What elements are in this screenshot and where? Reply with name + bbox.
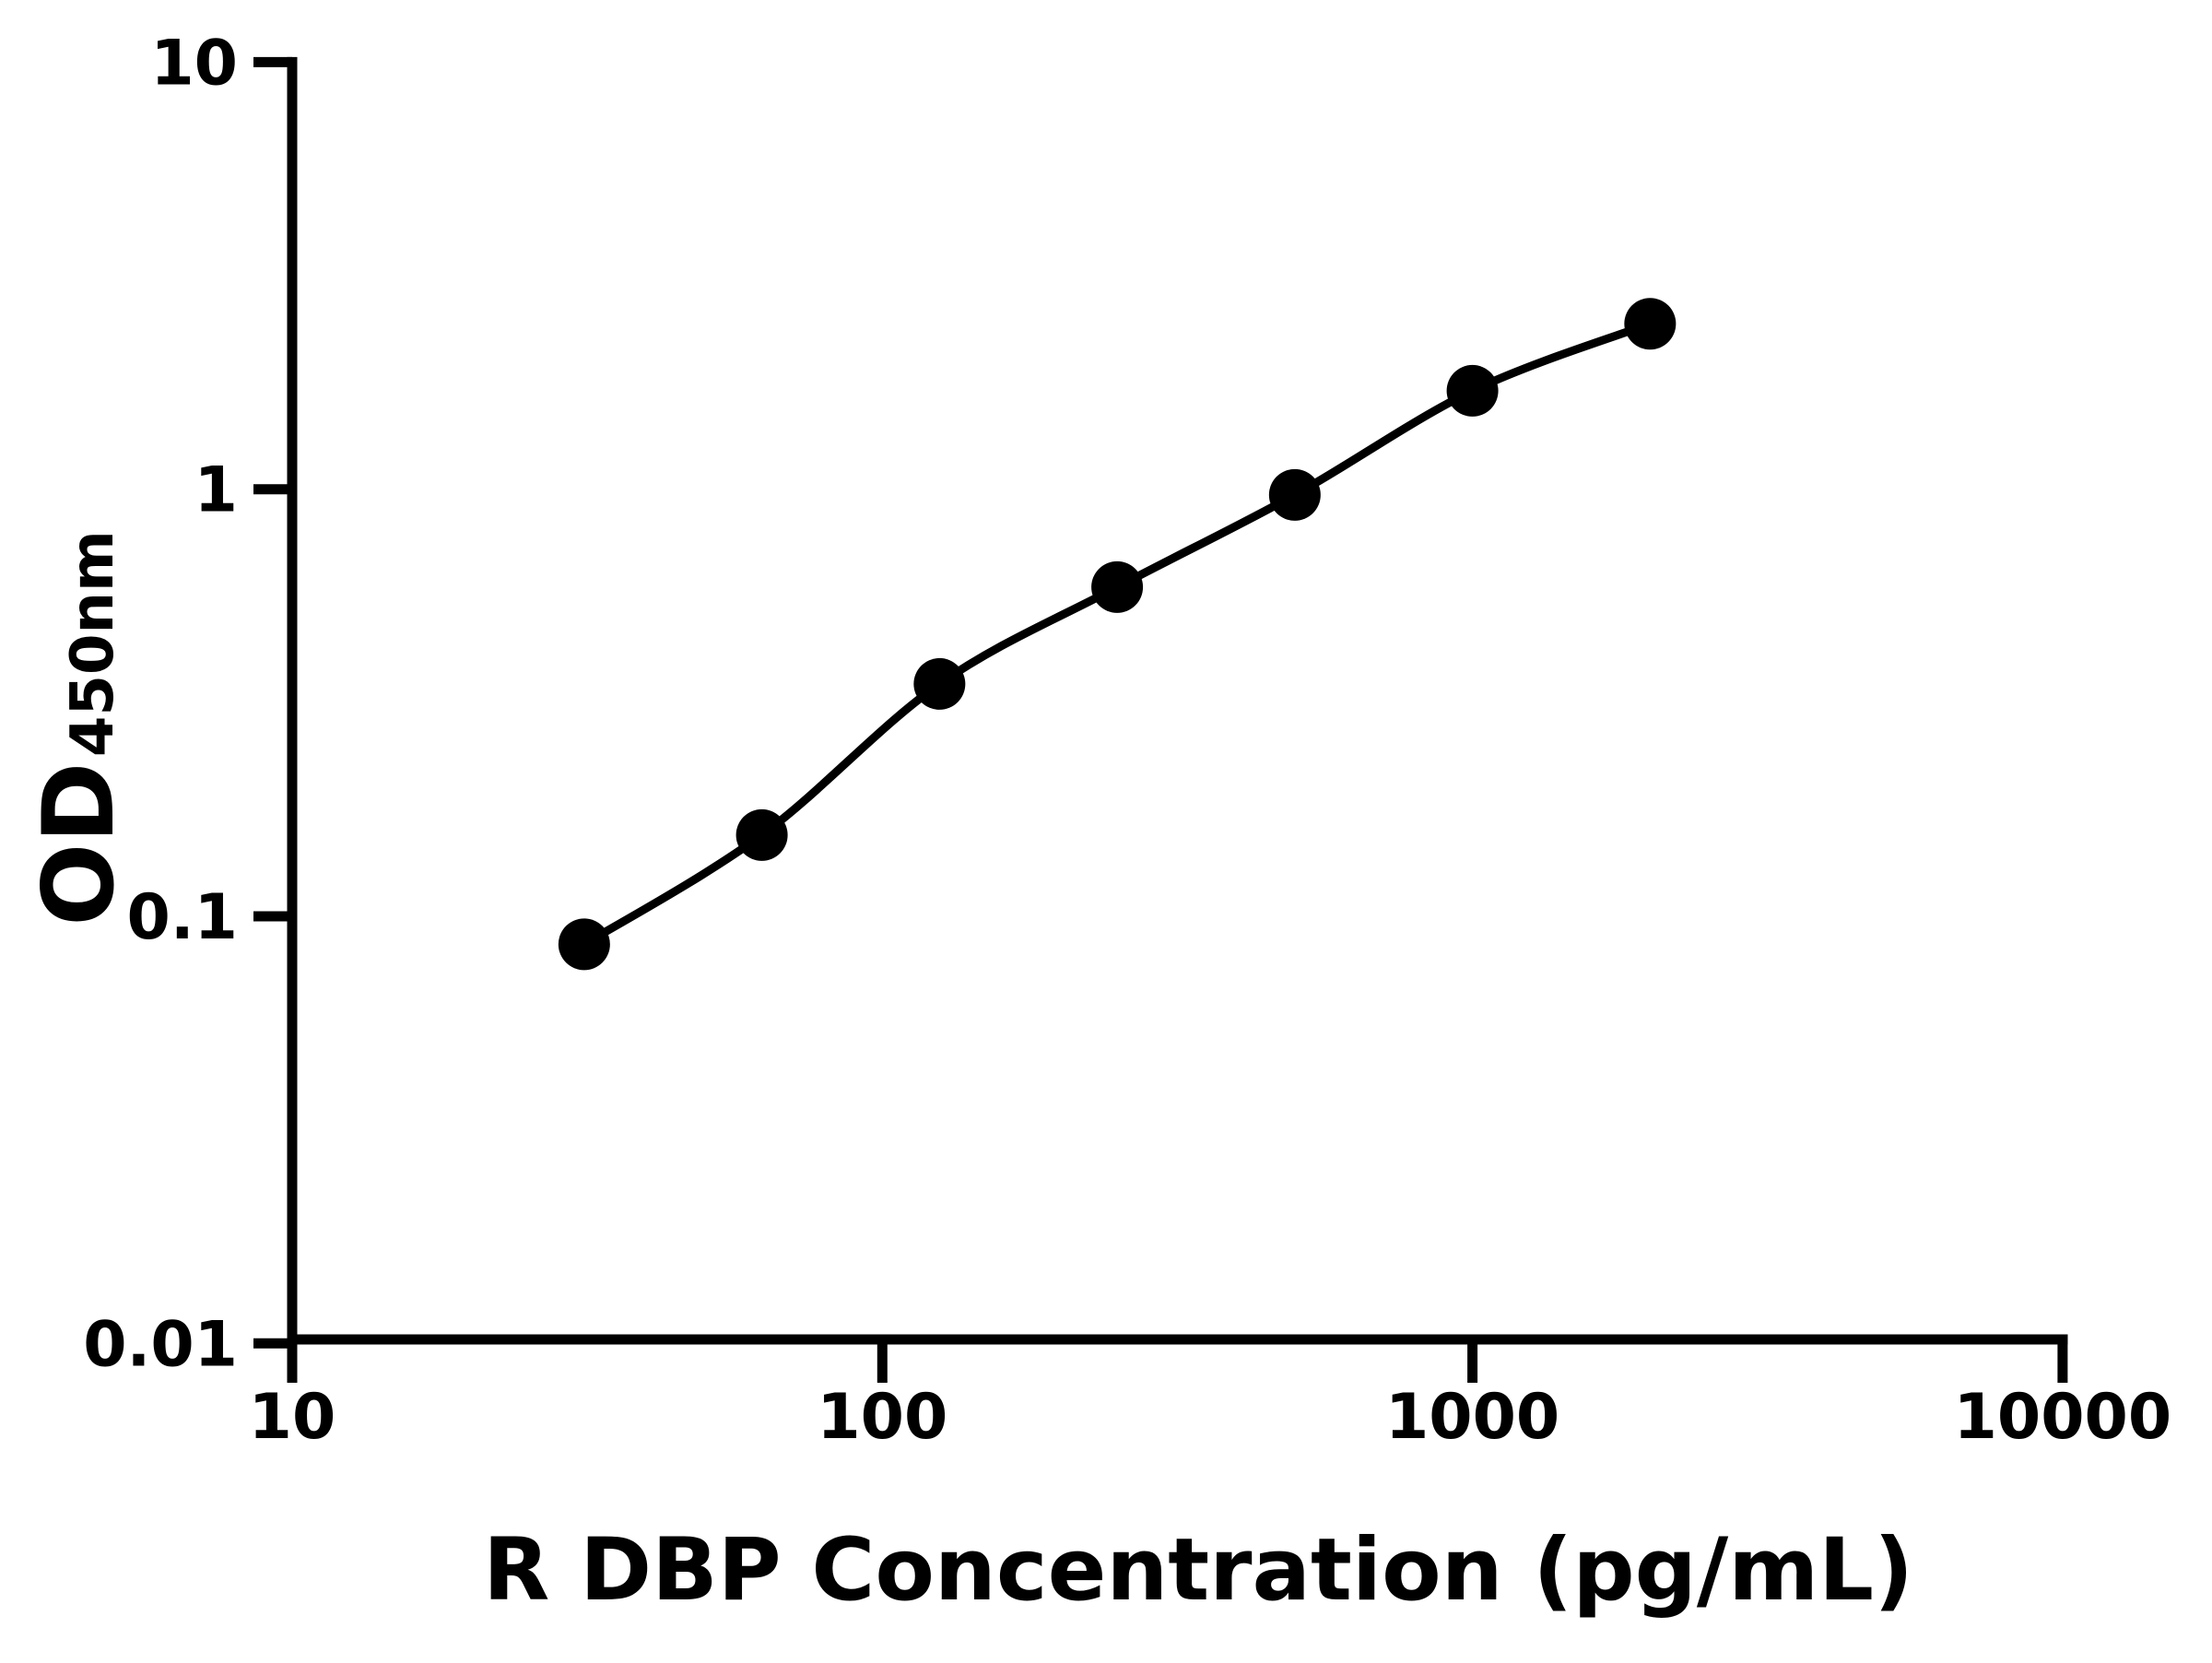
x-tick-label-10000: 10000 (1954, 1381, 2172, 1454)
y-tick-label-10: 10 (150, 27, 238, 100)
data-point-62.5 (735, 808, 788, 861)
y-axis-title-subscript: 450nm (59, 530, 127, 757)
data-point-2000 (1624, 298, 1677, 350)
data-point-31.25 (558, 918, 610, 971)
x-tick-label-100: 100 (817, 1381, 947, 1454)
x-tick-label-1000: 1000 (1385, 1381, 1559, 1454)
y-axis-title-main: OD (22, 762, 135, 926)
x-axis-ticks: 10 100 1000 10000 (249, 1334, 2172, 1454)
x-axis-title: R DBP Concentration (pg/mL) (483, 1520, 1913, 1621)
data-point-500 (1268, 468, 1321, 521)
x-tick-label-10: 10 (249, 1381, 336, 1454)
y-axis-ticks: 10 1 0.1 0.01 (83, 27, 292, 1381)
data-point-125 (913, 657, 966, 710)
data-points (558, 298, 1677, 971)
y-tick-label-0.1: 0.1 (127, 881, 238, 954)
axes (287, 56, 2068, 1345)
y-tick-label-0.01: 0.01 (83, 1308, 238, 1381)
y-tick-label-1: 1 (194, 454, 238, 527)
data-point-1000 (1446, 364, 1499, 417)
data-point-250 (1091, 560, 1144, 613)
y-axis-title: OD 450nm (22, 530, 135, 926)
